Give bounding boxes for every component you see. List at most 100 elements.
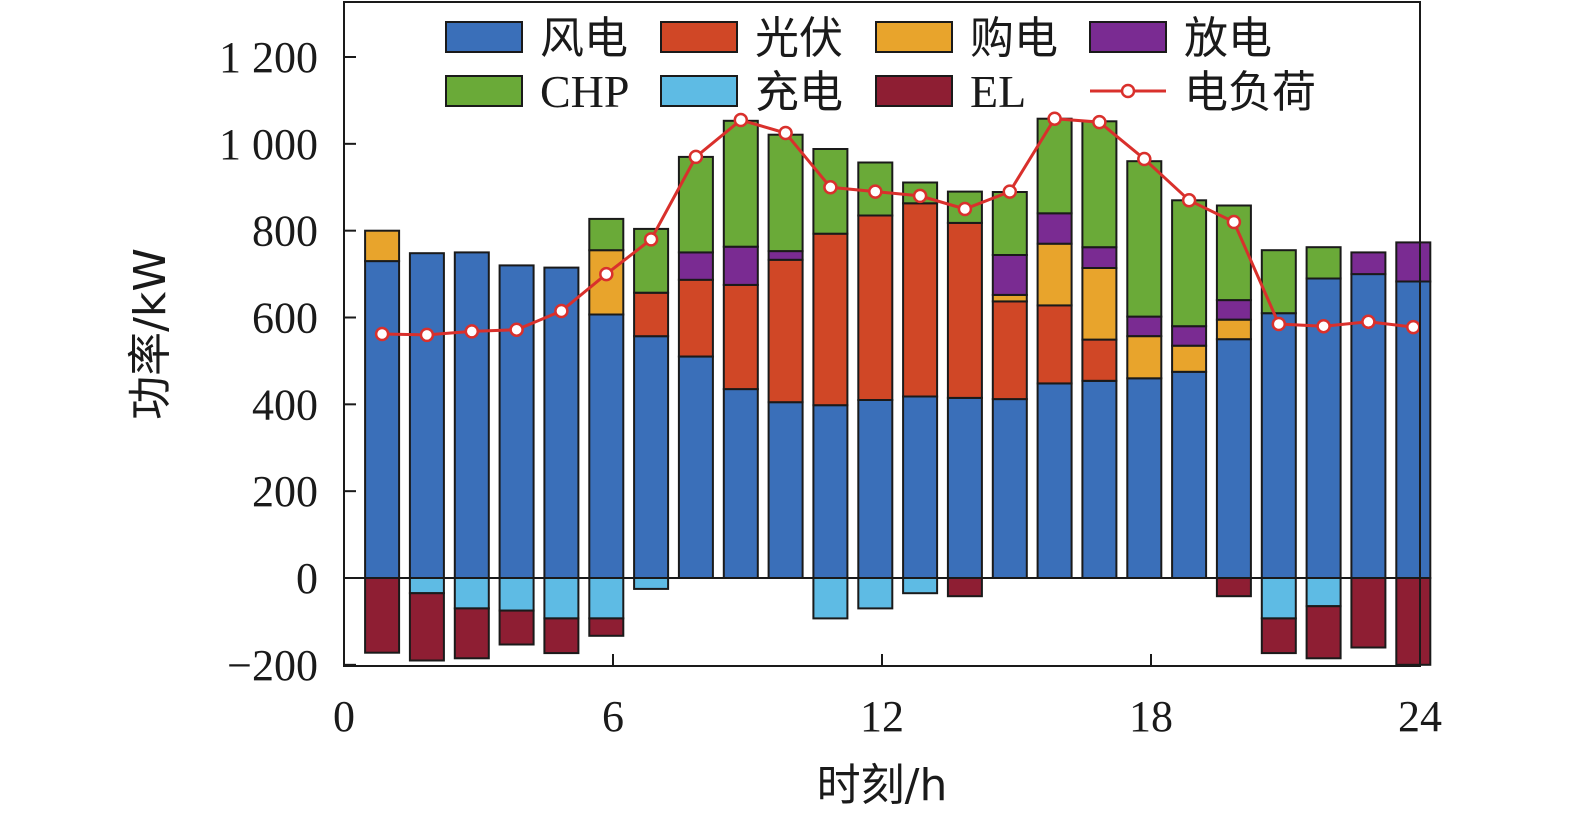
bar-充电-4 (498, 577, 535, 612)
bar-放电-15 (991, 254, 1028, 296)
bar-光伏-17 (1081, 338, 1118, 382)
bar-风电-17 (1081, 379, 1118, 579)
bar-风电-11 (812, 404, 849, 580)
bar-充电-22 (1305, 577, 1342, 608)
point-电负荷-10 (778, 125, 793, 141)
bar-光伏-7 (633, 291, 670, 338)
bar-购电-20 (1215, 318, 1252, 341)
legend-label-电负荷: 电负荷 (1184, 67, 1316, 118)
point-电负荷-8 (688, 149, 704, 165)
bar-放电-9 (722, 245, 759, 286)
bar-放电-17 (1081, 246, 1118, 269)
bar-EL-21 (1260, 617, 1297, 655)
point-电负荷-3 (464, 324, 480, 339)
axes: 1 200 1 000 800 600 400 200 0 −200 0 6 12 18 24 (219, 1, 1442, 741)
bar-充电-3 (453, 577, 490, 610)
point-电负荷-19 (1181, 193, 1197, 208)
bar-EL-3 (453, 607, 490, 660)
legend-swatch-放电 (1089, 21, 1167, 53)
y-tick-label: 0 (296, 554, 318, 603)
bar-EL-20 (1215, 577, 1252, 598)
y-axis-title: 功率/kW (125, 248, 176, 420)
bar-风电-14 (946, 396, 983, 579)
bar-放电-18 (1126, 315, 1163, 338)
legend-swatch-EL (875, 75, 953, 107)
point-电负荷-14 (957, 201, 973, 217)
y-tick-label: 400 (252, 380, 318, 429)
legend-swatch-充电 (660, 75, 738, 107)
bar-放电-19 (1171, 325, 1208, 347)
bar-风电-18 (1126, 377, 1163, 579)
bar-放电-24 (1395, 241, 1432, 283)
legend: 风电 光伏 购电 放电 CHP 充电 EL 电负荷 (445, 13, 1316, 118)
bar-风电-3 (453, 251, 490, 579)
bar-风电-1 (364, 260, 401, 579)
bar-购电-16 (1036, 242, 1073, 307)
bar-风电-16 (1036, 382, 1073, 579)
legend-label-放电: 放电 (1184, 13, 1272, 64)
bar-风电-5 (543, 266, 580, 579)
point-电负荷-12 (868, 184, 883, 199)
bar-放电-20 (1215, 299, 1252, 321)
legend-label-购电: 购电 (970, 13, 1058, 64)
x-tick-label: 18 (1129, 692, 1173, 741)
bar-放电-10 (767, 250, 804, 261)
point-电负荷-18 (1137, 151, 1152, 167)
legend-label-充电: 充电 (755, 67, 843, 118)
bar-EL-14 (946, 577, 983, 598)
point-电负荷-11 (823, 180, 838, 195)
point-电负荷-24 (1406, 319, 1421, 335)
bar-风电-10 (767, 401, 804, 580)
bar-风电-12 (857, 399, 894, 579)
point-电负荷-6 (599, 266, 614, 282)
legend-label-风电: 风电 (540, 13, 628, 64)
y-tick-label: −200 (227, 641, 318, 690)
bar-CHP-18 (1126, 160, 1163, 318)
bar-购电-18 (1126, 335, 1163, 380)
bar-风电-20 (1215, 338, 1252, 580)
bar-CHP-8 (677, 155, 714, 254)
bar-EL-6 (588, 617, 625, 637)
bar-CHP-10 (767, 133, 804, 253)
bar-放电-8 (677, 251, 714, 281)
bar-CHP-16 (1036, 117, 1073, 215)
series-line-电负荷 (382, 117, 1414, 337)
bar-EL-4 (498, 609, 535, 646)
bar-CHP-15 (991, 191, 1028, 256)
point-电负荷-4 (509, 322, 524, 337)
y-tick-label: 800 (252, 207, 318, 256)
bar-风电-9 (722, 388, 759, 579)
y-tick-label: 1 000 (219, 120, 318, 169)
bar-充电-21 (1260, 577, 1297, 620)
legend-label-EL: EL (970, 66, 1026, 117)
bar-CHP-9 (722, 119, 759, 248)
bar-风电-21 (1260, 312, 1297, 579)
y-tick-label: 200 (252, 467, 318, 516)
point-电负荷-1 (374, 326, 390, 342)
point-电负荷-9 (733, 112, 749, 128)
bar-风电-8 (677, 355, 714, 579)
bar-CHP-6 (588, 217, 625, 252)
x-tick-label: 24 (1398, 692, 1442, 741)
bar-购电-17 (1081, 267, 1118, 341)
bar-EL-1 (364, 577, 401, 654)
legend-marker-电负荷 (1120, 83, 1136, 99)
bar-EL-23 (1350, 577, 1387, 649)
bar-光伏-9 (722, 283, 759, 391)
point-电负荷-23 (1361, 314, 1376, 330)
bar-风电-6 (588, 313, 625, 579)
point-电负荷-16 (1047, 111, 1062, 126)
bar-放电-23 (1350, 251, 1387, 276)
bar-光伏-15 (991, 300, 1028, 401)
legend-swatch-购电 (875, 21, 953, 53)
point-电负荷-13 (912, 188, 928, 204)
bar-光伏-12 (857, 214, 894, 401)
bar-风电-19 (1171, 370, 1208, 579)
point-电负荷-15 (1002, 184, 1018, 199)
bar-购电-1 (364, 229, 401, 263)
x-tick-label: 0 (333, 692, 355, 741)
bar-风电-4 (498, 264, 535, 579)
legend-swatch-CHP (445, 75, 523, 107)
bar-风电-7 (633, 335, 670, 580)
x-tick-label: 12 (860, 692, 904, 741)
